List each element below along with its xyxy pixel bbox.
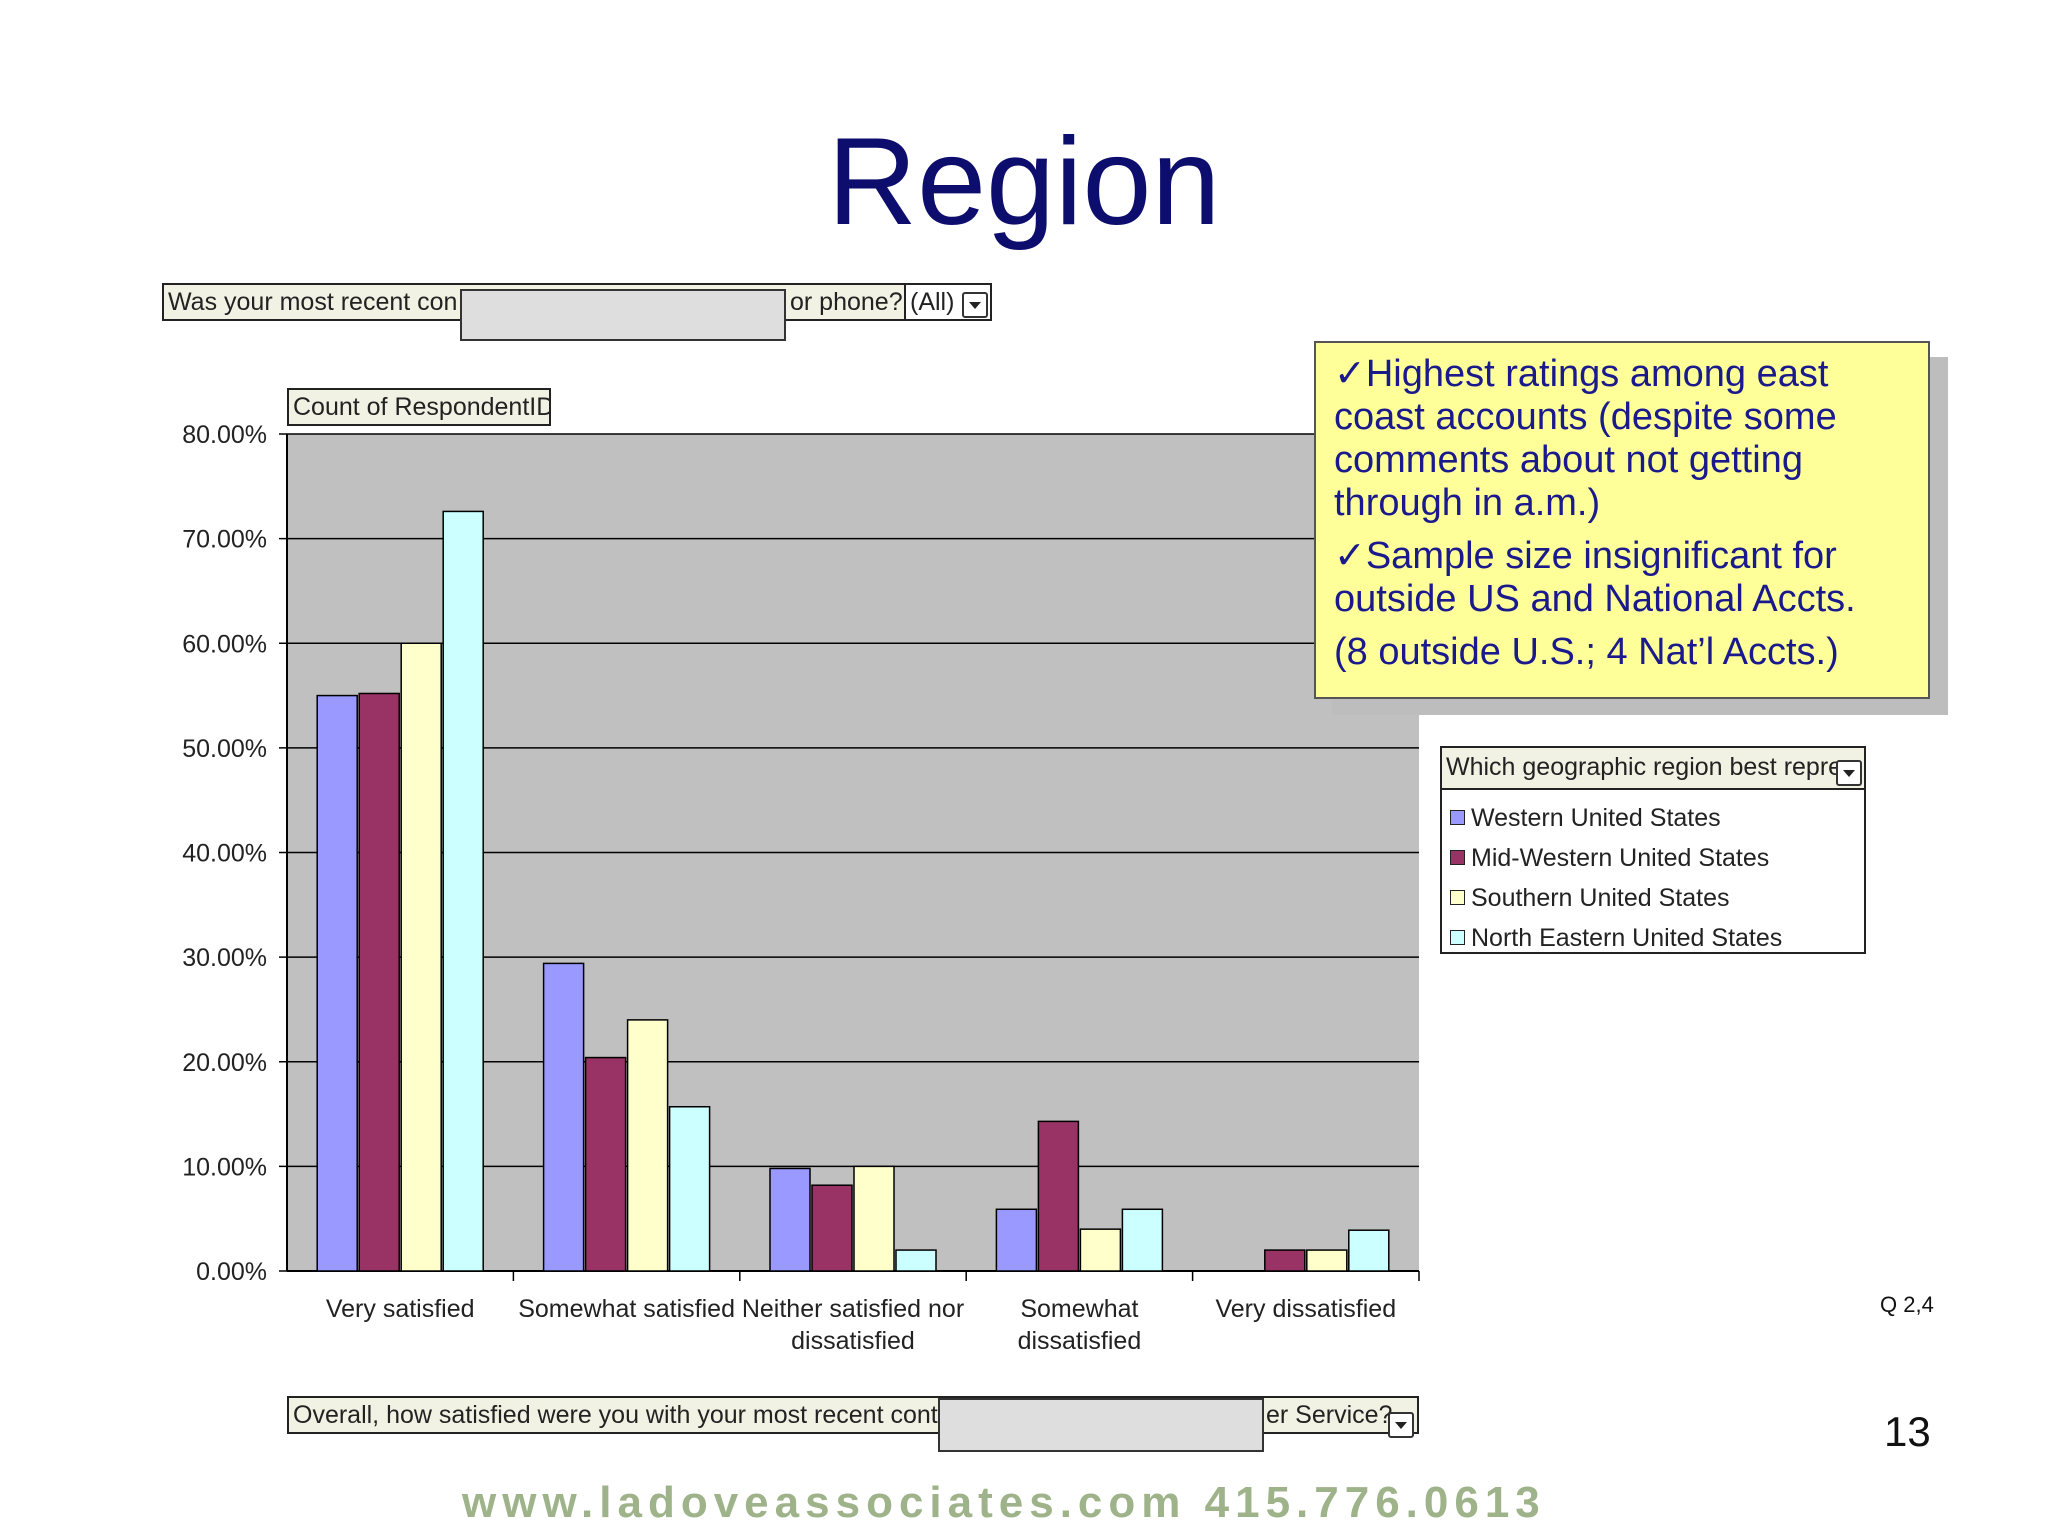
footer-contact: www.ladoveassociates.com 415.776.0613 bbox=[462, 1478, 1546, 1527]
bar bbox=[995, 1208, 1038, 1272]
legend-item: North Eastern United States bbox=[1450, 920, 1782, 956]
y-tick-label: 30.00% bbox=[182, 944, 267, 972]
bar bbox=[895, 1249, 937, 1272]
x-tick-label: dissatisfied bbox=[791, 1327, 915, 1355]
bar bbox=[626, 1019, 669, 1272]
x-tick-label: Neither satisfied nor bbox=[742, 1295, 964, 1323]
bar bbox=[1348, 1229, 1390, 1272]
legend-swatch bbox=[1450, 809, 1465, 825]
insight-callout: ✓Highest ratings among east coast accoun… bbox=[1314, 341, 1930, 699]
category-dropdown-icon[interactable] bbox=[1388, 1412, 1414, 1438]
x-tick-label: Very satisfied bbox=[326, 1295, 475, 1323]
legend-swatch bbox=[1450, 849, 1465, 865]
legend-item: Mid-Western United States bbox=[1450, 840, 1769, 876]
bar bbox=[442, 510, 484, 1272]
legend-series-field[interactable]: Which geographic region best repre bbox=[1442, 748, 1864, 790]
page-filter-dropdown-icon[interactable] bbox=[962, 292, 988, 318]
bar bbox=[853, 1165, 895, 1272]
page-filter-label: Was your most recent con bbox=[168, 288, 458, 316]
x-tick-label: Somewhat satisfied bbox=[518, 1295, 735, 1323]
redaction-box bbox=[938, 1398, 1264, 1452]
bar bbox=[400, 642, 442, 1272]
bar bbox=[1079, 1228, 1122, 1272]
y-tick-label: 50.00% bbox=[182, 735, 267, 763]
y-tick-label: 0.00% bbox=[196, 1258, 267, 1286]
bar bbox=[584, 1056, 627, 1272]
y-tick-label: 10.00% bbox=[182, 1153, 267, 1181]
question-reference: Q 2,4 bbox=[1880, 1292, 1934, 1317]
y-tick-label: 70.00% bbox=[182, 526, 267, 554]
data-field-button[interactable]: Count of RespondentID bbox=[287, 388, 551, 426]
x-tick-label: dissatisfied bbox=[1018, 1327, 1142, 1355]
y-tick-label: 80.00% bbox=[182, 421, 267, 449]
y-tick-label: 60.00% bbox=[182, 630, 267, 658]
bar bbox=[358, 692, 400, 1272]
bar bbox=[1037, 1120, 1080, 1272]
legend-dropdown-icon[interactable] bbox=[1836, 760, 1862, 786]
y-tick-label: 40.00% bbox=[182, 840, 267, 868]
redaction-box bbox=[460, 289, 786, 341]
x-tick-label: Somewhat bbox=[1020, 1295, 1138, 1323]
y-tick-label: 20.00% bbox=[182, 1049, 267, 1077]
bar bbox=[1264, 1249, 1306, 1272]
legend-item: Western United States bbox=[1450, 800, 1721, 836]
bar bbox=[316, 694, 358, 1272]
legend-swatch bbox=[1450, 889, 1465, 905]
legend-item: Southern United States bbox=[1450, 880, 1730, 916]
legend-swatch bbox=[1450, 929, 1465, 945]
bar bbox=[1306, 1249, 1348, 1272]
bar bbox=[811, 1184, 853, 1272]
x-tick-label: Very dissatisfied bbox=[1215, 1295, 1396, 1323]
bar bbox=[542, 962, 585, 1272]
callout-bullet-3: (8 outside U.S.; 4 Nat’l Accts.) bbox=[1334, 631, 1839, 673]
callout-bullet-1: ✓Highest ratings among east coast accoun… bbox=[1334, 353, 1837, 524]
bar bbox=[668, 1105, 711, 1272]
slide-title: Region bbox=[827, 113, 1221, 251]
bar bbox=[769, 1167, 811, 1272]
callout-bullet-2: ✓Sample size insignificant for outside U… bbox=[1334, 535, 1856, 620]
bar bbox=[1121, 1208, 1164, 1272]
page-number: 13 bbox=[1884, 1408, 1931, 1455]
legend: Which geographic region best repre Weste… bbox=[1440, 746, 1866, 954]
